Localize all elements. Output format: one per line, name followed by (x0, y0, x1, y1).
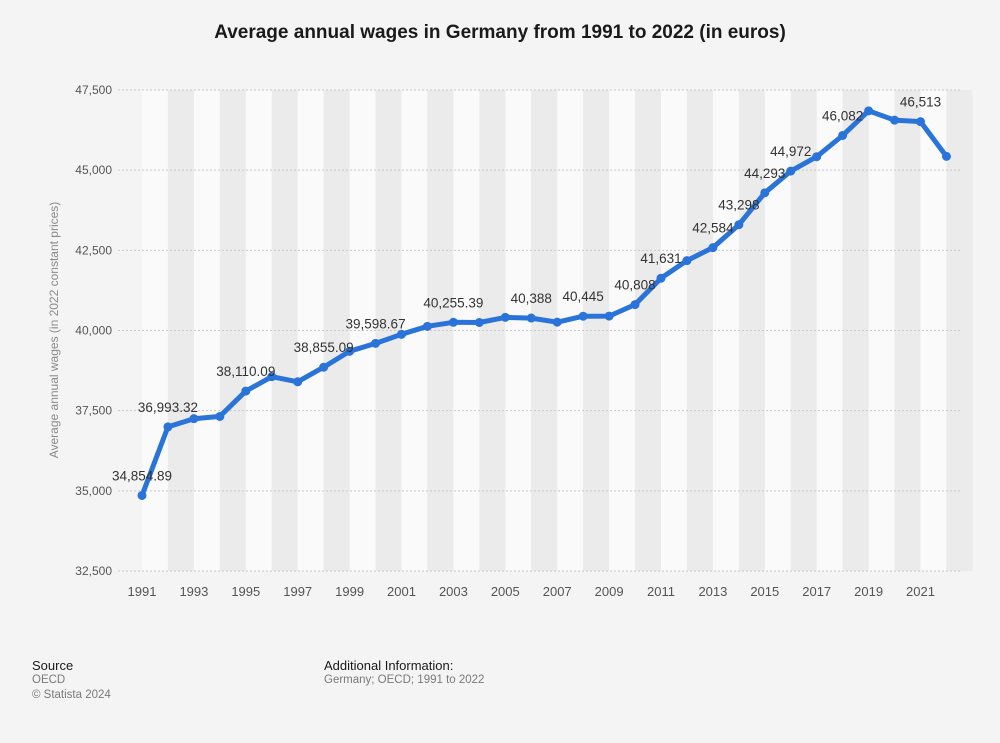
y-tick-label: 32,500 (75, 564, 112, 578)
data-point (760, 188, 770, 198)
data-label: 40,388 (511, 291, 552, 306)
data-point (371, 338, 381, 348)
data-label: 42,584 (692, 221, 734, 236)
data-label: 44,293 (744, 166, 785, 181)
x-tick-label: 2001 (387, 584, 416, 599)
data-point (812, 152, 822, 162)
data-point (734, 220, 744, 230)
data-point (656, 273, 666, 283)
band-dark (219, 90, 246, 571)
data-point (241, 386, 251, 396)
additional-info-block: Additional Information: Germany; OECD; 1… (324, 658, 484, 688)
y-tick-label: 35,000 (75, 484, 112, 498)
data-point (448, 317, 458, 327)
data-point (916, 117, 925, 127)
data-point (319, 362, 329, 372)
x-tick-label: 2017 (802, 584, 831, 599)
x-tick-label: 1991 (128, 584, 157, 599)
y-tick-label: 45,000 (75, 163, 112, 177)
data-label: 46,513 (900, 95, 941, 110)
x-tick-label: 1993 (179, 584, 208, 599)
x-tick-label: 2005 (491, 584, 520, 599)
x-tick-label: 1997 (283, 584, 312, 599)
data-label: 41,631 (640, 251, 681, 266)
gridlines (118, 89, 960, 572)
band-dark (271, 90, 298, 571)
copyright: © Statista 2024 (32, 689, 111, 701)
x-axis-ticks: 1991 1993 1995 1997 1999 2001 2003 2005 2007 2009… (128, 584, 935, 599)
data-point (604, 311, 614, 321)
y-tick-label: 47,500 (75, 83, 112, 97)
data-point (137, 490, 147, 500)
y-axis-label: Average annual wages (in 2022 constant p… (47, 202, 61, 459)
data-point (345, 346, 355, 356)
x-tick-label: 2007 (543, 584, 572, 599)
data-labels: 34,854.89 36,993.32 38,110.09 38,855.09 39,5… (112, 95, 941, 484)
data-point (864, 106, 874, 116)
data-point (838, 130, 848, 140)
data-point (500, 312, 510, 322)
data-point (630, 300, 640, 310)
y-tick-label: 40,000 (75, 324, 112, 338)
x-tick-label: 2015 (750, 584, 779, 599)
x-tick-label: 1999 (335, 584, 364, 599)
data-label: 44,972 (770, 144, 811, 159)
chart-title: Average annual wages in Germany from 199… (214, 22, 786, 43)
data-label: 36,993.32 (138, 400, 198, 415)
data-label: 40,445 (563, 289, 604, 304)
x-tick-label: 2011 (647, 584, 675, 599)
data-point (941, 151, 951, 161)
data-point (422, 321, 432, 331)
x-tick-label: 2009 (595, 584, 624, 599)
data-point (682, 256, 692, 266)
x-tick-label: 1995 (231, 584, 260, 599)
line-chart: 32,500 35,000 37,500 40,000 42,500 45,000 47,5… (47, 83, 960, 599)
data-label: 34,854.89 (112, 468, 172, 483)
data-point (786, 166, 796, 176)
source-heading: Source (32, 658, 74, 673)
data-point (526, 313, 536, 323)
data-label: 38,855.09 (294, 340, 354, 355)
data-point (189, 414, 199, 424)
data-point (578, 311, 588, 321)
data-points (137, 106, 951, 500)
additional-info-heading: Additional Information: (324, 658, 454, 673)
data-label: 40,808 (614, 278, 655, 293)
data-point (293, 377, 303, 387)
band-dark (167, 90, 194, 571)
data-label: 39,598.67 (346, 316, 406, 331)
data-point (708, 243, 718, 253)
data-point (890, 115, 900, 125)
x-tick-label: 2003 (439, 584, 468, 599)
data-point (552, 317, 562, 327)
source-name[interactable]: OECD (32, 674, 66, 686)
source-block: Source OECD © Statista 2024 (32, 658, 111, 703)
data-point (267, 372, 277, 382)
x-tick-label: 2013 (698, 584, 727, 599)
x-tick-label: 2019 (854, 584, 883, 599)
data-label: 46,082 (822, 108, 863, 123)
data-point (163, 422, 173, 432)
data-point (397, 329, 406, 339)
data-label: 38,110.09 (216, 364, 275, 379)
y-tick-label: 37,500 (75, 404, 112, 418)
y-axis-ticks: 32,500 35,000 37,500 40,000 42,500 45,000 47,5… (75, 83, 112, 578)
data-point (474, 317, 484, 327)
data-point (215, 411, 225, 421)
x-tick-label: 2021 (906, 584, 935, 599)
data-label: 43,298 (718, 198, 759, 213)
y-tick-label: 42,500 (75, 243, 112, 257)
additional-info-text: Germany; OECD; 1991 to 2022 (324, 674, 485, 686)
data-label: 40,255.39 (423, 295, 483, 310)
